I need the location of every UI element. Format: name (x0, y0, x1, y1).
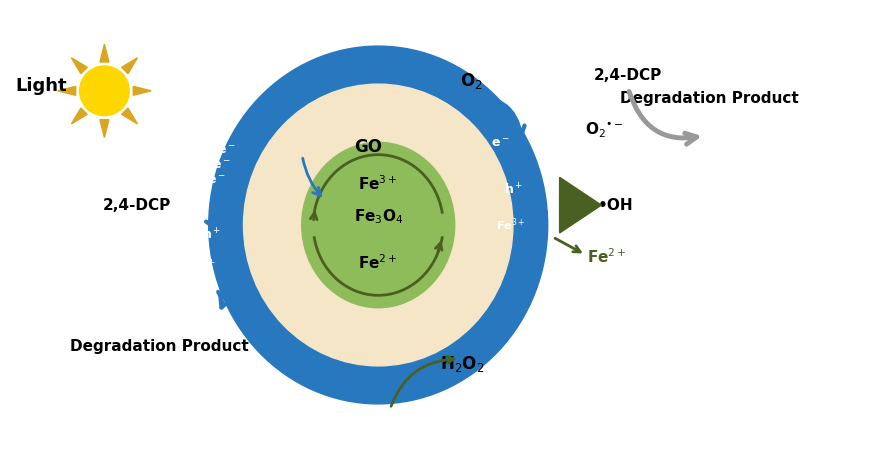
Text: •OH: •OH (598, 198, 633, 212)
Text: e$^-$: e$^-$ (213, 159, 231, 172)
Text: Degradation Product: Degradation Product (620, 91, 799, 106)
Ellipse shape (243, 84, 513, 366)
Polygon shape (133, 86, 151, 95)
Text: e$^-$: e$^-$ (217, 144, 236, 157)
Text: h$^+$: h$^+$ (504, 183, 523, 198)
Text: Light: Light (15, 77, 66, 95)
Text: Fe$^{3+}$: Fe$^{3+}$ (496, 217, 525, 233)
Text: e$^-$: e$^-$ (491, 137, 509, 150)
Text: GO: GO (354, 139, 382, 157)
Text: Fe$_3$O$_4$: Fe$_3$O$_4$ (354, 208, 402, 226)
Polygon shape (122, 58, 137, 74)
Text: e$^-$: e$^-$ (207, 174, 226, 187)
Text: h$^+$: h$^+$ (202, 227, 221, 243)
Text: h$^+$: h$^+$ (197, 259, 216, 274)
Text: Fe$^{2+}$: Fe$^{2+}$ (359, 253, 398, 272)
Polygon shape (100, 44, 108, 62)
Text: 2,4-DCP: 2,4-DCP (103, 198, 172, 212)
Ellipse shape (302, 142, 455, 308)
Text: H$_2$O$_2$: H$_2$O$_2$ (440, 354, 485, 374)
Ellipse shape (209, 46, 548, 404)
Polygon shape (560, 177, 601, 233)
Text: 2,4-DCP: 2,4-DCP (594, 68, 662, 83)
Circle shape (80, 66, 130, 116)
Polygon shape (100, 120, 108, 138)
Polygon shape (72, 58, 88, 74)
Polygon shape (58, 86, 75, 95)
Polygon shape (72, 108, 88, 124)
Text: O$_2$: O$_2$ (460, 71, 483, 91)
Polygon shape (122, 108, 137, 124)
Text: Fe$^{3+}$: Fe$^{3+}$ (359, 174, 398, 193)
Text: O$_2$$^{•-}$: O$_2$$^{•-}$ (585, 121, 624, 140)
Text: Fe$^{2+}$: Fe$^{2+}$ (587, 248, 627, 266)
Text: Degradation Product: Degradation Product (70, 339, 248, 354)
